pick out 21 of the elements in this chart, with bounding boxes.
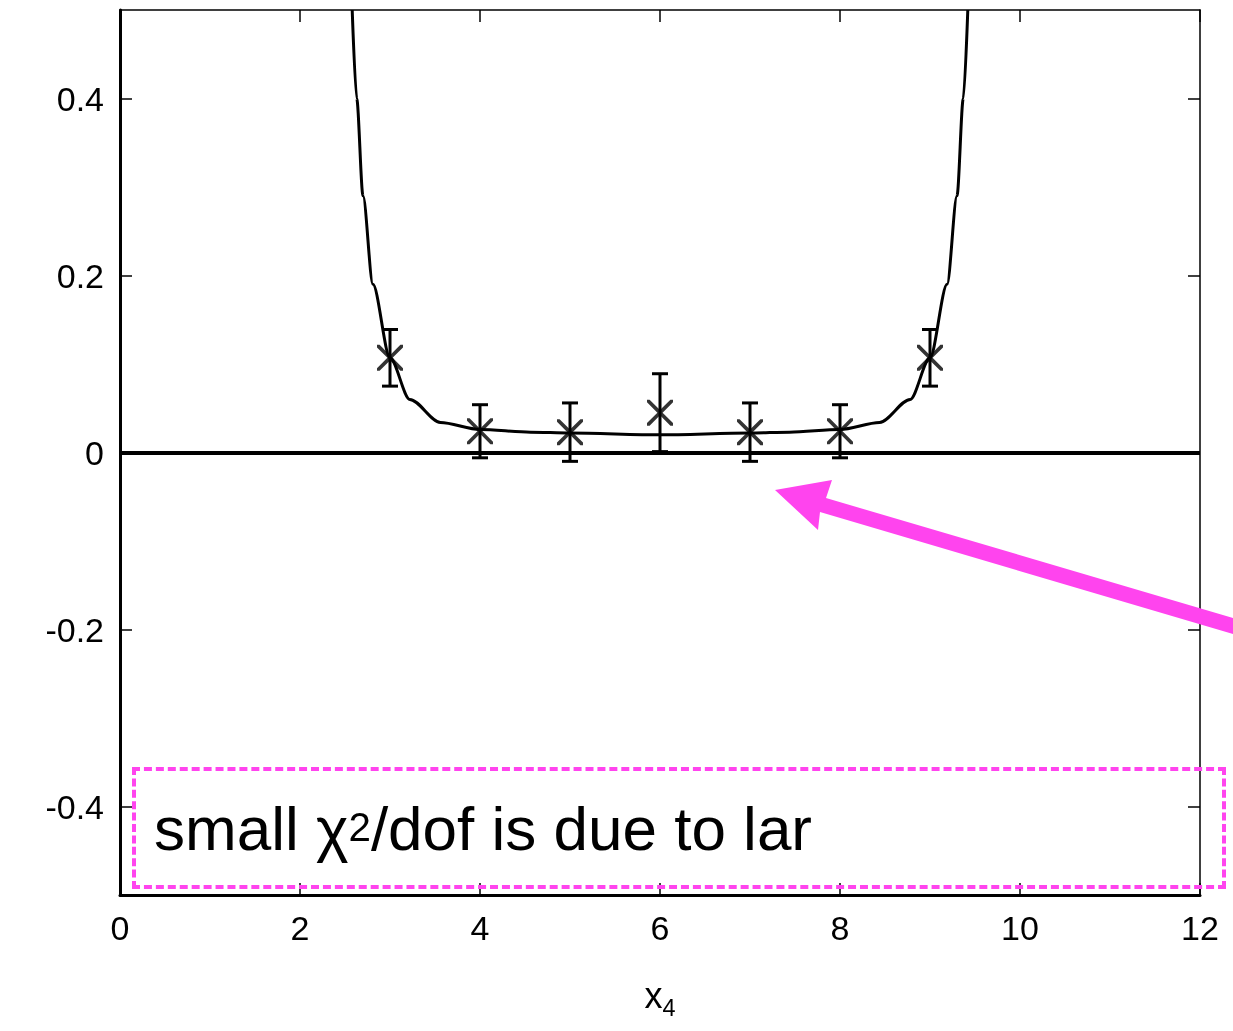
y-tick-label: -0.2	[45, 610, 104, 649]
point	[827, 418, 853, 445]
x-tick-label: 2	[290, 909, 310, 947]
x-tick-label: 12	[1181, 909, 1219, 947]
point	[557, 419, 583, 446]
x-tick-label: 6	[650, 909, 670, 947]
annotation: small χ$^{2}$/dof is due to lar	[132, 767, 1226, 889]
x-tick-label: 10	[1001, 909, 1039, 947]
x-tick-label: 4	[470, 909, 490, 947]
x-axis-title: x$_{4}$	[643, 975, 677, 1023]
x-tick-label: 8	[830, 909, 850, 947]
y-tick-label: 0	[85, 433, 104, 472]
point	[737, 419, 763, 446]
y-tick-label: 0.2	[56, 256, 104, 295]
x-tick-label: 0	[110, 909, 130, 947]
y-tick-label: 0.4	[56, 79, 104, 118]
point	[377, 344, 403, 371]
point	[467, 418, 493, 445]
y-tick-label: -0.4	[45, 787, 104, 826]
point	[647, 399, 673, 426]
point	[917, 344, 943, 371]
